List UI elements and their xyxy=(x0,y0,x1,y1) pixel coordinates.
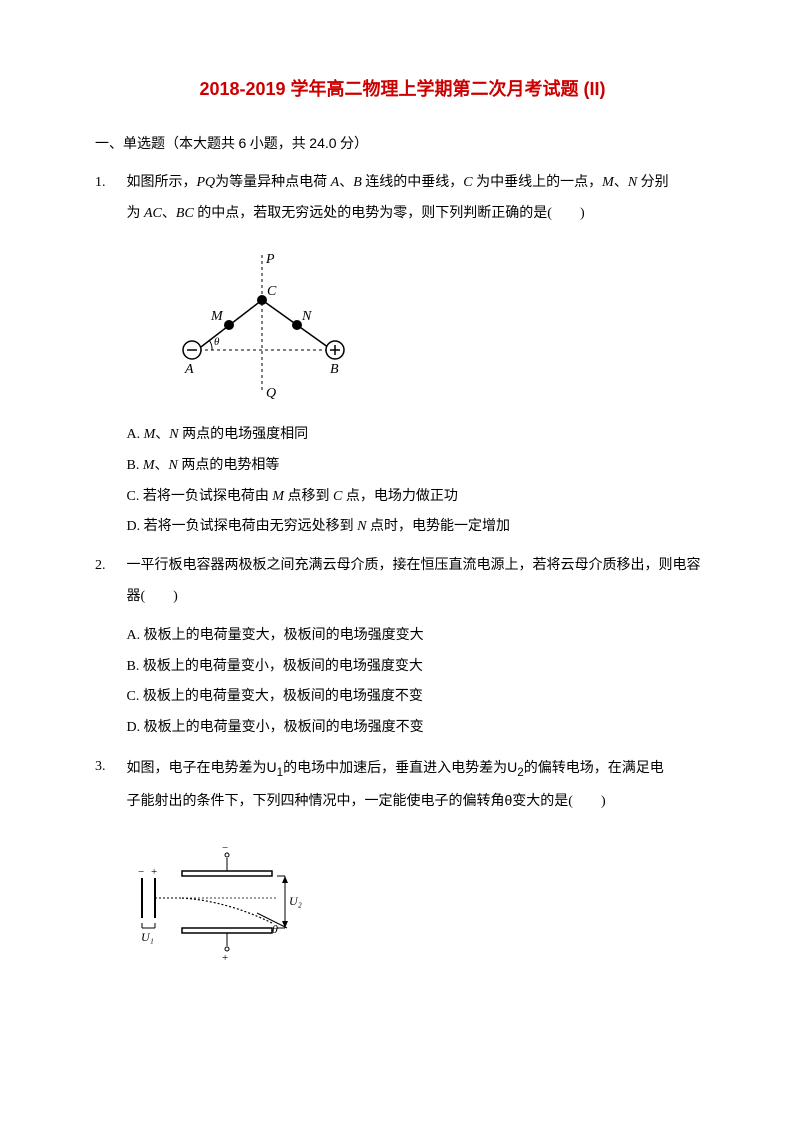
options-q1: A. M、N 两点的电场强度相同 B. M、N 两点的电势相等 C. 若将一负试… xyxy=(127,420,710,543)
question-number: 2. xyxy=(95,551,123,582)
option-c: C. 极板上的电荷量变大，极板间的电场强度不变 xyxy=(127,682,710,713)
svg-text:U₂: U₂ xyxy=(289,894,302,908)
svg-text:Q: Q xyxy=(266,386,276,401)
svg-text:θ: θ xyxy=(214,336,220,348)
svg-text:−: − xyxy=(138,866,144,878)
svg-text:U₁: U₁ xyxy=(141,930,154,944)
svg-text:+: + xyxy=(151,866,157,878)
figure-3: − + U₁ − + xyxy=(127,833,710,963)
option-d: D. 若将一负试探电荷由无穷远处移到 N 点时，电势能一定增加 xyxy=(127,512,710,543)
question-text-line2: 子能射出的条件下，下列四种情况中，一定能使电子的偏转角θ变大的是( ) xyxy=(127,794,606,809)
question-text: 如图，电子在电势差为U1的电场中加速后，垂直进入电势差为U2的偏转电场，在满足电 xyxy=(127,761,664,776)
svg-text:A: A xyxy=(184,362,194,377)
option-a: A. 极板上的电荷量变大，极板间的电场强度变大 xyxy=(127,621,710,652)
option-a: A. M、N 两点的电场强度相同 xyxy=(127,420,710,451)
figure-1: θ P C M N A B Q xyxy=(167,245,710,405)
section-prefix: 一、单选题（本大题共 xyxy=(95,137,239,152)
svg-text:θ: θ xyxy=(272,922,278,936)
points: 24.0 xyxy=(309,135,336,151)
svg-text:+: + xyxy=(222,952,228,963)
section-suffix: 分） xyxy=(337,137,369,152)
question-text: 如图所示，PQ为等量异种点电荷 A、B 连线的中垂线，C 为中垂线上的一点，M、… xyxy=(127,175,669,190)
option-d: D. 极板上的电荷量变小，极板间的电场强度不变 xyxy=(127,713,710,744)
question-text-line2: 为 AC、BC 的中点，若取无穷远处的电势为零，则下列判断正确的是( ) xyxy=(127,206,585,221)
question-text: 一平行板电容器两极板之间充满云母介质，接在恒压直流电源上，若将云母介质移出，则电… xyxy=(127,558,701,604)
svg-text:B: B xyxy=(330,362,339,377)
svg-text:C: C xyxy=(267,284,277,299)
section-header: 一、单选题（本大题共 6 小题，共 24.0 分） xyxy=(95,128,710,161)
option-b: B. M、N 两点的电势相等 xyxy=(127,451,710,482)
question-3: 3. 如图，电子在电势差为U1的电场中加速后，垂直进入电势差为U2的偏转电场，在… xyxy=(95,752,710,978)
question-number: 1. xyxy=(95,168,123,199)
question-number: 3. xyxy=(95,752,123,783)
section-mid: 小题，共 xyxy=(246,137,309,152)
question-2: 2. 一平行板电容器两极板之间充满云母介质，接在恒压直流电源上，若将云母介质移出… xyxy=(95,551,710,744)
option-b: B. 极板上的电荷量变小，极板间的电场强度变大 xyxy=(127,652,710,683)
question-1: 1. 如图所示，PQ为等量异种点电荷 A、B 连线的中垂线，C 为中垂线上的一点… xyxy=(95,168,710,543)
svg-text:N: N xyxy=(301,309,312,324)
svg-text:M: M xyxy=(210,309,224,324)
svg-text:−: − xyxy=(222,842,228,854)
exam-title: 2018-2019 学年高二物理上学期第二次月考试题 (II) xyxy=(95,70,710,110)
option-c: C. 若将一负试探电荷由 M 点移到 C 点，电场力做正功 xyxy=(127,482,710,513)
options-q2: A. 极板上的电荷量变大，极板间的电场强度变大 B. 极板上的电荷量变小，极板间… xyxy=(127,621,710,744)
svg-text:P: P xyxy=(265,252,275,267)
